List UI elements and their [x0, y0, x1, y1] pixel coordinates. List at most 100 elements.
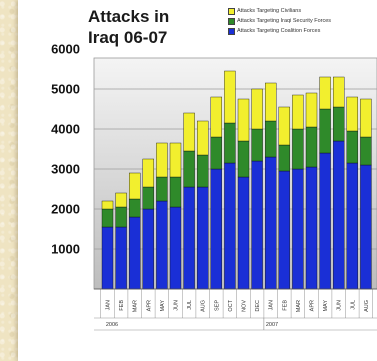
bar-iraqi-security-1 [101, 208, 114, 228]
x-tick-label-5: MAY [160, 300, 166, 312]
x-tick-label-20: AUG [364, 300, 370, 312]
bar-coalition-19 [346, 162, 358, 290]
y-tick-label-5000: 5000 [51, 81, 80, 97]
bar-civilians-2 [115, 192, 127, 208]
bar-iraqi-security-20 [360, 136, 372, 166]
x-tick-label-12: DEC [255, 300, 261, 312]
x-tick-label-9: SEP [214, 300, 220, 311]
bar-coalition-16 [305, 166, 318, 290]
bar-coalition-2 [115, 226, 127, 290]
bar-iraqi-security-10 [224, 122, 236, 164]
y-tick-label-1000: 1000 [51, 241, 80, 257]
bar-coalition-10 [224, 162, 236, 290]
x-tick-label-2: FEB [119, 300, 125, 311]
bar-civilians-8 [196, 120, 209, 156]
legend-label-iraqi-security: Attacks Targeting Iraqi Security Forces [237, 18, 332, 24]
x-tick-label-7: JUL [187, 300, 193, 310]
bar-coalition-15 [292, 168, 304, 290]
bar-civilians-6 [169, 142, 182, 178]
legend-label-civilians: Attacks Targeting Civilians [237, 8, 302, 14]
bar-coalition-14 [278, 170, 290, 290]
bar-iraqi-security-4 [142, 186, 155, 210]
bar-coalition-5 [156, 200, 168, 290]
bar-iraqi-security-9 [210, 136, 223, 170]
bar-civilians-17 [319, 76, 331, 110]
bar-civilians-7 [183, 112, 195, 152]
bar-coalition-7 [183, 186, 195, 290]
x-tick-label-10: OCT [228, 299, 234, 311]
y-tick-label-3000: 3000 [51, 161, 80, 177]
bar-civilians-20 [360, 98, 372, 138]
bar-iraqi-security-13 [265, 120, 277, 158]
bar-coalition-13 [265, 156, 277, 290]
x-tick-label-1: JAN [106, 300, 112, 310]
bar-iraqi-security-16 [305, 126, 318, 168]
bar-coalition-1 [101, 226, 114, 290]
bar-coalition-9 [210, 168, 223, 290]
bar-coalition-18 [333, 140, 345, 290]
bar-civilians-15 [292, 94, 304, 130]
bar-civilians-11 [237, 98, 250, 142]
y-axis-labels: 1000 2000 3000 4000 5000 6000 [0, 0, 80, 361]
legend-swatch-iraqi-security [228, 17, 235, 25]
year-label-2006: 2006 [106, 322, 118, 328]
bar-iraqi-security-15 [292, 128, 304, 170]
bar-iraqi-security-2 [115, 206, 127, 228]
x-tick-label-4: APR [146, 300, 152, 311]
bar-civilians-13 [265, 82, 277, 122]
bar-iraqi-security-18 [333, 106, 345, 142]
bar-iraqi-security-3 [128, 198, 141, 218]
legend-item-coalition: Attacks Targeting Coalition Forces [228, 26, 368, 36]
bar-civilians-3 [128, 172, 141, 200]
bar-iraqi-security-14 [278, 144, 290, 172]
bar-coalition-17 [319, 152, 331, 290]
bar-iraqi-security-8 [196, 154, 209, 188]
bar-iraqi-security-19 [346, 130, 358, 164]
bar-coalition-12 [251, 160, 263, 290]
y-tick-label-2000: 2000 [51, 201, 80, 217]
bar-coalition-3 [128, 216, 141, 290]
y-tick-label-6000: 6000 [51, 41, 80, 57]
bar-civilians-4 [142, 158, 155, 188]
x-tick-label-8: AUG [201, 300, 207, 312]
bar-coalition-4 [142, 208, 155, 290]
bar-civilians-14 [278, 106, 290, 146]
x-tick-label-16: APR [310, 300, 316, 311]
bar-coalition-8 [196, 186, 209, 290]
x-tick-label-15: MAR [296, 300, 302, 312]
bar-iraqi-security-5 [156, 176, 168, 202]
legend-item-civilians: Attacks Targeting Civilians [228, 6, 368, 16]
x-tick-label-3: MAR [133, 300, 139, 312]
bar-civilians-9 [210, 96, 223, 138]
legend-label-coalition: Attacks Targeting Coalition Forces [237, 28, 321, 34]
bar-civilians-16 [305, 92, 318, 128]
bar-coalition-20 [360, 164, 372, 290]
bar-civilians-19 [346, 96, 358, 132]
bar-civilians-5 [156, 142, 168, 178]
year-label-2007: 2007 [266, 322, 278, 328]
x-tick-label-14: FEB [282, 300, 288, 311]
bar-civilians-1 [101, 200, 114, 210]
x-tick-label-6: JUN [174, 300, 180, 311]
bar-coalition-11 [237, 176, 250, 290]
x-tick-label-17: MAY [323, 300, 329, 312]
x-tick-label-11: NOV [242, 300, 248, 312]
bar-iraqi-security-12 [251, 128, 263, 162]
chart-legend: Attacks Targeting Civilians Attacks Targ… [228, 6, 368, 36]
bar-iraqi-security-17 [319, 108, 331, 154]
y-tick-label-4000: 4000 [51, 121, 80, 137]
legend-swatch-coalition [228, 27, 235, 35]
bar-iraqi-security-7 [183, 150, 195, 188]
x-tick-label-19: JUL [350, 300, 356, 310]
chart-title: Attacks in Iraq 06-07 [88, 7, 170, 47]
bar-civilians-18 [333, 76, 345, 108]
legend-item-iraqi-security: Attacks Targeting Iraqi Security Forces [228, 16, 368, 26]
bar-civilians-12 [251, 88, 263, 130]
bar-iraqi-security-11 [237, 140, 250, 178]
x-tick-label-13: JAN [269, 300, 275, 310]
bar-civilians-10 [224, 70, 236, 124]
bar-iraqi-security-6 [169, 176, 182, 208]
x-tick-label-18: JUN [337, 300, 343, 311]
bar-coalition-6 [169, 206, 182, 290]
